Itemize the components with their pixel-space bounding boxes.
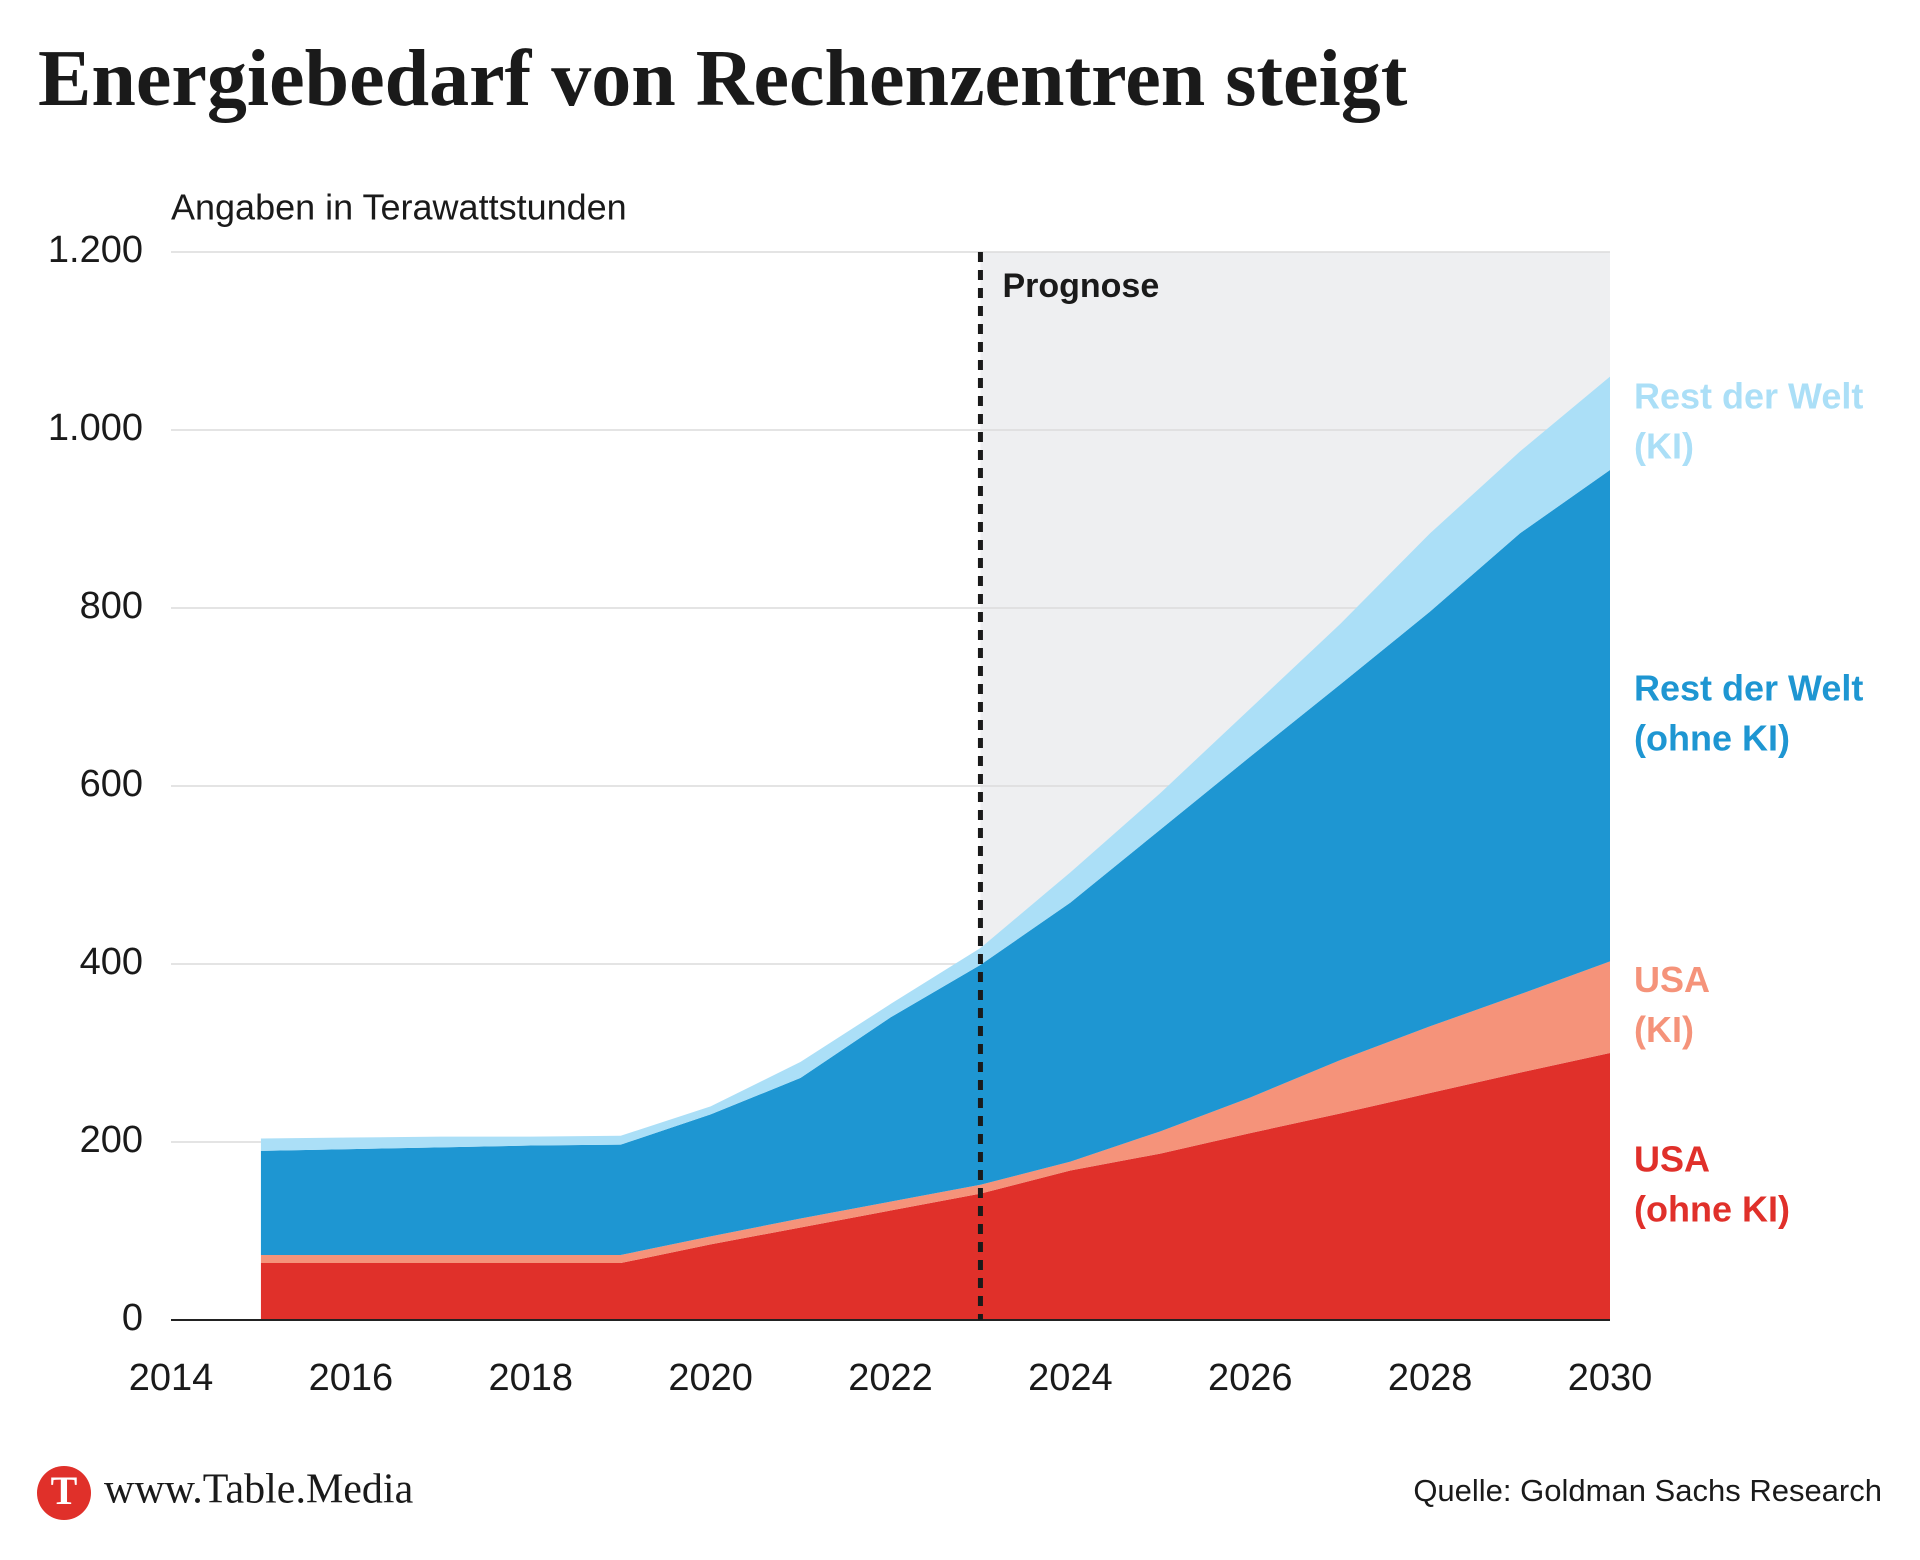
logo-letter: T — [51, 1468, 78, 1513]
area — [260, 1053, 1610, 1320]
forecast-label: Prognose — [1002, 267, 1159, 305]
area — [260, 961, 1610, 1264]
y-tick-label: 0 — [122, 1297, 143, 1339]
x-tick-label: 2020 — [668, 1357, 753, 1399]
x-tick-label: 2028 — [1388, 1357, 1473, 1399]
y-tick-label: 600 — [80, 763, 143, 805]
series-label: Rest der Welt (ohne KI) — [1634, 667, 1863, 758]
y-tick-label: 200 — [80, 1119, 143, 1161]
x-tick-label: 2016 — [309, 1357, 394, 1399]
x-tick-label: 2018 — [488, 1357, 573, 1399]
area — [260, 470, 1610, 1256]
x-tick-label: 2026 — [1208, 1357, 1293, 1399]
y-tick-label: 400 — [80, 941, 143, 983]
x-tick-label: 2030 — [1568, 1357, 1653, 1399]
x-tick-label: 2022 — [848, 1357, 933, 1399]
series-label: Rest der Welt (KI) — [1634, 375, 1863, 466]
source: Quelle: Goldman Sachs Research — [1413, 1473, 1882, 1508]
y-tick-label: 800 — [80, 585, 143, 627]
chart-title: Energiebedarf von Rechenzentren steigt — [38, 35, 1408, 123]
logo — [37, 1466, 91, 1520]
x-tick-label: 2014 — [129, 1357, 214, 1399]
y-tick-label: 1.000 — [48, 407, 143, 449]
brand: www.Table.Media — [104, 1467, 414, 1513]
series-label: USA (KI) — [1634, 959, 1710, 1050]
y-tick-label: 1.200 — [48, 229, 143, 271]
series-label: USA (ohne KI) — [1634, 1138, 1790, 1229]
x-tick-label: 2024 — [1028, 1357, 1113, 1399]
chart-subtitle: Angaben in Terawattstunden — [171, 187, 627, 228]
